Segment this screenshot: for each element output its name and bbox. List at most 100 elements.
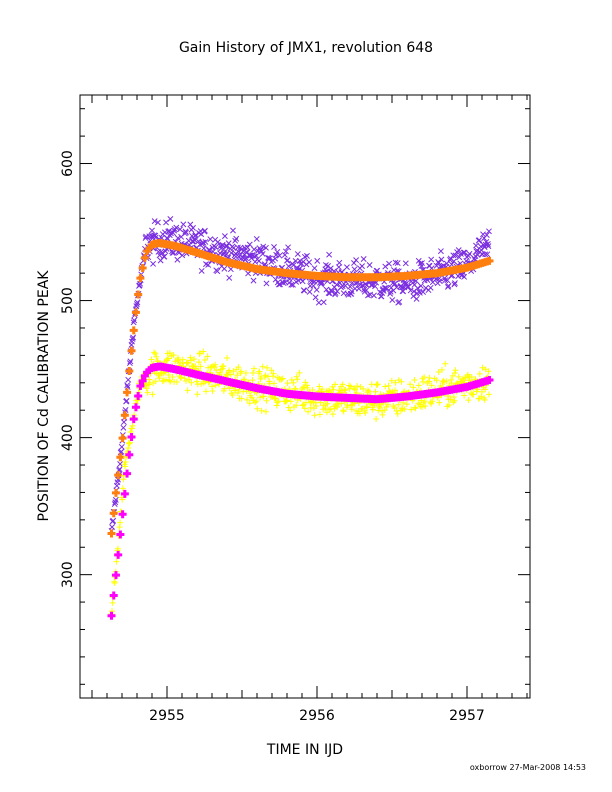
data-point: [207, 236, 214, 243]
data-point: [451, 281, 458, 288]
data-point: [287, 407, 294, 414]
data-point: [144, 389, 151, 396]
data-point: [402, 260, 409, 267]
data-point: [408, 406, 415, 413]
fit-mark: [485, 376, 494, 385]
data-point: [479, 364, 486, 371]
data-point: [455, 247, 462, 254]
data-point: [450, 393, 457, 400]
data-point: [448, 376, 455, 383]
data-point: [183, 378, 190, 385]
data-point: [275, 281, 282, 288]
data-point: [178, 374, 185, 381]
data-point: [179, 252, 186, 259]
fit-mark: [138, 376, 147, 385]
data-point: [202, 239, 209, 245]
data-point: [450, 399, 457, 406]
data-point: [194, 391, 201, 398]
data-point: [263, 397, 270, 404]
data-point: [294, 251, 301, 257]
data-point: [129, 422, 136, 429]
data-point: [284, 380, 291, 387]
data-point: [461, 273, 468, 280]
data-point: [260, 393, 267, 400]
fit-mark: [114, 550, 123, 559]
data-point: [117, 461, 124, 467]
data-point: [242, 370, 249, 377]
data-point: [212, 244, 219, 251]
data-point: [478, 388, 485, 395]
data-point: [411, 377, 418, 384]
data-point: [382, 383, 389, 390]
data-point: [255, 258, 262, 264]
data-point: [240, 248, 247, 254]
data-point: [306, 288, 313, 295]
data-point: [282, 248, 289, 255]
data-point: [127, 358, 134, 365]
data-point: [433, 377, 440, 384]
axis-ticks: 2955 2956 2957 300 400 500 600: [60, 95, 530, 724]
data-point: [258, 407, 265, 414]
data-point: [428, 382, 435, 389]
data-point: [484, 241, 491, 247]
fit-mark: [125, 450, 134, 459]
data-point: [235, 364, 242, 371]
data-point: [316, 383, 323, 390]
data-point: [150, 260, 157, 267]
data-point: [437, 248, 444, 255]
data-point: [322, 405, 329, 412]
fit-mark: [138, 264, 147, 272]
data-point: [415, 257, 422, 264]
data-point: [363, 403, 370, 410]
data-point: [386, 260, 393, 267]
y-tick-label: 400: [60, 424, 76, 451]
y-axis-label: POSITION OF Cd CALIBRATION PEAK: [36, 270, 52, 522]
data-point: [481, 396, 488, 403]
data-point: [212, 361, 219, 368]
data-point: [428, 400, 435, 407]
data-point: [374, 267, 381, 274]
data-point: [326, 251, 333, 258]
data-point: [167, 215, 174, 222]
data-point: [429, 398, 436, 405]
data-point: [227, 371, 234, 378]
data-point: [268, 367, 275, 374]
data-point: [206, 246, 213, 253]
data-point: [197, 350, 204, 357]
data-point: [485, 368, 492, 375]
data-point: [165, 372, 172, 379]
data-point: [244, 396, 251, 403]
data-point: [368, 381, 375, 388]
data-point: [246, 400, 253, 407]
fit-mark: [118, 510, 127, 519]
data-point: [442, 360, 449, 367]
data-point: [272, 255, 279, 262]
data-point: [363, 281, 370, 288]
data-point: [111, 501, 118, 507]
data-point: [324, 400, 331, 407]
data-point: [296, 369, 303, 376]
data-point: [401, 406, 408, 413]
data-point: [234, 390, 241, 397]
data-point: [413, 295, 420, 302]
data-point: [485, 243, 492, 250]
data-point: [461, 392, 468, 399]
data-point: [307, 399, 314, 406]
data-point: [238, 395, 245, 402]
data-point: [179, 356, 186, 363]
data-point: [114, 545, 121, 552]
data-point: [169, 373, 176, 380]
data-point: [340, 407, 347, 414]
fit-mark: [123, 388, 132, 397]
data-point: [479, 251, 486, 258]
data-point: [271, 380, 278, 387]
data-point: [279, 375, 286, 382]
data-point: [353, 257, 360, 264]
data-point: [119, 496, 126, 503]
data-point: [262, 244, 269, 251]
data-point: [411, 404, 418, 411]
data-point: [196, 350, 203, 357]
data-point: [250, 277, 257, 284]
fit-mark: [127, 432, 136, 441]
fit-mark: [120, 411, 129, 420]
